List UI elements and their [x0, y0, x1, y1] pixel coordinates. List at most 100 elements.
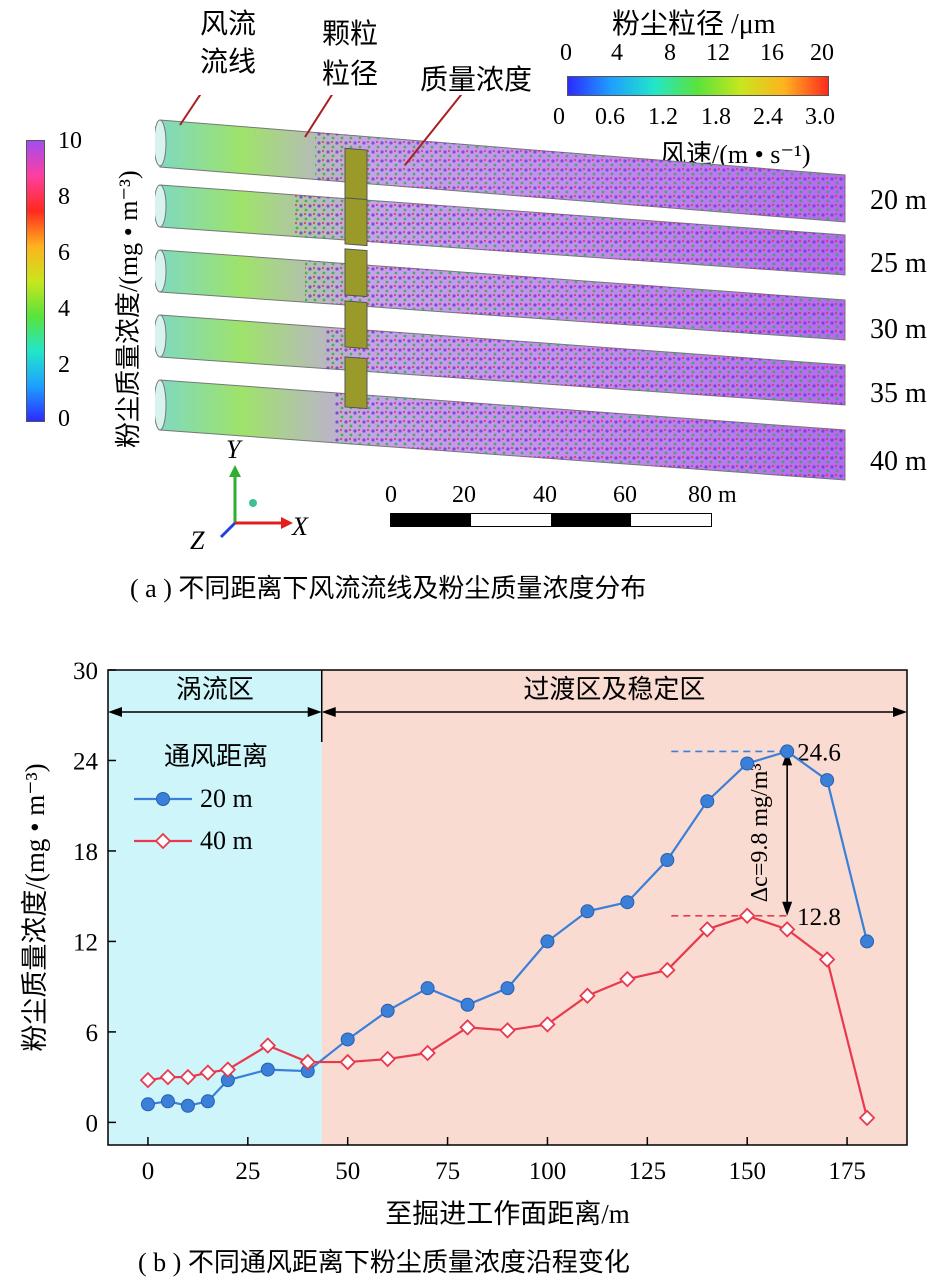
- scale-tick: 20: [452, 482, 476, 508]
- scale-tick: 80 m: [688, 482, 737, 508]
- leader-line: [179, 95, 202, 126]
- tick: 3.0: [805, 104, 835, 130]
- data-point: [179, 1068, 197, 1086]
- scale-tick: 40: [533, 482, 557, 508]
- data-point: [858, 1109, 876, 1127]
- tick: 0.6: [595, 104, 625, 130]
- data-point: [778, 921, 796, 938]
- data-point: [140, 1097, 155, 1112]
- region-0: [108, 670, 322, 1145]
- legend-label: 20 m: [200, 784, 253, 813]
- tick: 10: [58, 128, 82, 154]
- particle-size-colorbar: [567, 76, 829, 96]
- data-point: [780, 744, 795, 759]
- region-arrow-right-head-right: [893, 707, 907, 717]
- axis-triad: [219, 465, 293, 539]
- data-point: [159, 1068, 177, 1086]
- tick: 16: [760, 40, 784, 66]
- tunnel-label: 20 m: [870, 185, 927, 216]
- caption-b: ( b ) 不同通风距离下粉尘质量浓度沿程变化: [138, 1248, 630, 1277]
- y-axis-label: 粉尘质量浓度/(mg • m⁻³): [20, 763, 50, 1051]
- scale-tick: 0: [385, 482, 397, 508]
- particle-size-title: 粉尘粒径 /μm: [612, 9, 776, 40]
- x-tick-label: 25: [235, 1158, 260, 1185]
- tick: 8: [664, 40, 676, 66]
- data-point: [818, 951, 836, 968]
- tick: 6: [58, 240, 70, 266]
- caption-a: ( a ) 不同距离下风流流线及粉尘质量浓度分布: [130, 574, 647, 603]
- data-point: [579, 987, 596, 1004]
- x-tick-label: 125: [629, 1158, 667, 1185]
- data-point: [419, 1044, 436, 1062]
- region-arrow-left-head-left: [108, 707, 122, 717]
- x-tick-label: 75: [435, 1158, 460, 1185]
- data-point: [380, 1003, 395, 1018]
- x-tick-label: 0: [142, 1158, 155, 1185]
- tunnel-label: 25 m: [870, 248, 927, 279]
- tunnel-label: 40 m: [870, 446, 927, 477]
- tick: 2.4: [753, 104, 783, 130]
- wind-speed-ticks: 0 0.6 1.2 1.8 2.4 3.0: [553, 104, 853, 132]
- delta-arrow-head-bottom: [782, 901, 793, 916]
- tunnel-renderings: [155, 95, 846, 481]
- data-point: [660, 853, 675, 867]
- tunnel-label: 30 m: [870, 314, 927, 345]
- tick: 0: [560, 40, 572, 66]
- data-point: [259, 1037, 277, 1054]
- plot-frame: [107, 669, 908, 1146]
- tick: 12: [706, 40, 730, 66]
- tunnel-2: [155, 184, 846, 276]
- tunnel-3: [155, 248, 846, 341]
- data-point: [619, 970, 636, 988]
- y-tick-label: 12: [73, 929, 98, 956]
- axis-z-label: Z: [190, 526, 205, 555]
- tick: 20: [810, 40, 834, 66]
- data-point: [499, 1022, 516, 1039]
- data-point: [200, 1094, 215, 1109]
- data-point: [219, 1061, 237, 1078]
- axis-y-label: Y: [226, 435, 241, 464]
- region-label: 过渡区及稳定区: [523, 675, 705, 704]
- tunnel-4: [155, 300, 846, 406]
- data-point: [700, 794, 715, 809]
- data-point: [139, 1071, 157, 1089]
- data-point: [420, 981, 435, 996]
- legend-marker: [154, 832, 172, 850]
- data-point: [379, 1050, 396, 1068]
- tick: 0: [58, 406, 70, 432]
- x-tick-label: 150: [728, 1158, 766, 1185]
- x-tick-label: 100: [529, 1158, 567, 1185]
- leader-line: [404, 95, 463, 166]
- x-axis-label: 至掘进工作面距离/m: [385, 1199, 630, 1229]
- region-1: [321, 670, 907, 1145]
- legend-title: 通风距离: [164, 742, 268, 771]
- delta-arrow-head-top: [782, 751, 793, 766]
- legend-marker: [156, 792, 170, 806]
- data-point: [620, 895, 635, 910]
- tunnel-label: 35 m: [870, 378, 927, 409]
- data-point: [540, 934, 555, 949]
- y-tick-label: 24: [73, 748, 99, 775]
- x-tick-label: 175: [828, 1158, 866, 1185]
- data-point: [820, 773, 835, 788]
- concentration-title: 粉尘质量浓度/(mg • m⁻³): [114, 170, 143, 448]
- data-point: [459, 1019, 476, 1036]
- annotation-streamline-1: 风流: [200, 9, 257, 40]
- data-point: [460, 997, 475, 1012]
- particle-size-ticks: 0 4 8 12 16 20: [560, 40, 850, 68]
- scale-bar: [390, 513, 712, 527]
- tick: 8: [58, 184, 70, 210]
- data-point: [199, 1064, 217, 1081]
- y-tick-label: 30: [73, 658, 98, 685]
- data-point: [659, 961, 676, 979]
- y-tick-label: 18: [73, 839, 98, 866]
- leader-line: [304, 95, 333, 138]
- peak-20-label: 24.6: [797, 739, 841, 766]
- x-tick-label: 50: [335, 1158, 360, 1185]
- data-point: [180, 1098, 195, 1113]
- tunnel-1: [155, 119, 846, 223]
- data-point: [698, 921, 716, 938]
- data-point: [160, 1094, 175, 1109]
- axis-x-label: X: [292, 512, 308, 541]
- annotation-particle-2: 粒径: [322, 59, 379, 90]
